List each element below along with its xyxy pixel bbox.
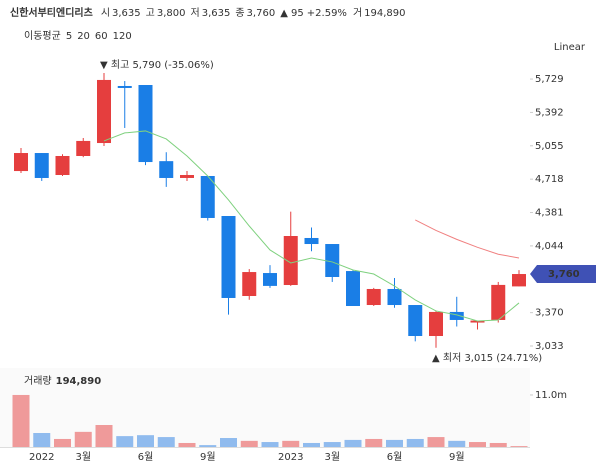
price-label: 저 xyxy=(191,7,200,19)
candle-body xyxy=(242,272,257,297)
volume-bar xyxy=(157,437,175,447)
candle-body xyxy=(200,175,215,218)
volume-bar xyxy=(489,442,507,447)
candle-body xyxy=(408,305,423,337)
volume-bar xyxy=(199,445,217,447)
volume-bar xyxy=(12,394,30,447)
price-label: 고 xyxy=(146,8,155,19)
volume-bar xyxy=(54,438,71,447)
candle-body xyxy=(470,320,485,323)
y-tick-label: 4,044 xyxy=(535,241,564,252)
volume-bar xyxy=(448,440,466,447)
y-tick-label: 5,392 xyxy=(535,107,564,118)
change: ▲ 95 xyxy=(280,8,304,19)
candle-body xyxy=(97,79,111,144)
x-tick-label: 3월 xyxy=(75,451,91,463)
candle-body xyxy=(159,161,174,178)
candle-body xyxy=(304,237,319,245)
x-tick-label: 2023 xyxy=(278,452,303,463)
volume-bar xyxy=(344,439,362,447)
x-tick-label: 6월 xyxy=(138,451,154,463)
annotation: ▼ 최고 5,790 (-35.06%) xyxy=(100,59,214,71)
volume-bar xyxy=(261,442,279,447)
scale-mode[interactable]: Linear xyxy=(554,42,586,53)
candle-body xyxy=(221,216,236,298)
candle-body xyxy=(180,175,194,178)
candle-body xyxy=(14,153,28,172)
price-value: 3,800 xyxy=(157,8,186,19)
x-tick-label: 3월 xyxy=(324,451,340,463)
y-tick-label: 11.0m xyxy=(535,390,567,401)
candle-body xyxy=(512,274,526,287)
volume-bar xyxy=(74,431,92,447)
volume-bar xyxy=(282,440,300,447)
ma-legend-item: 5 xyxy=(66,31,72,42)
x-tick-label: 6월 xyxy=(387,451,403,463)
ma-legend-title: 이동평균 xyxy=(24,30,61,42)
volume-bar xyxy=(510,446,528,447)
volume-title: 거래량 xyxy=(24,375,52,387)
y-tick-label: 3,370 xyxy=(535,308,564,319)
volume-bar xyxy=(386,439,403,447)
candle-body xyxy=(429,311,443,337)
volume-value: 194,890 xyxy=(364,8,405,19)
candle-body xyxy=(263,273,277,286)
y-tick-label: 4,381 xyxy=(535,208,564,219)
candle-body xyxy=(55,155,70,176)
x-tick-label: 9월 xyxy=(200,451,216,463)
candle-body xyxy=(449,311,464,320)
candle-body xyxy=(387,288,402,306)
last-price-label: 3,760 xyxy=(548,269,580,280)
price-value: 3,635 xyxy=(202,8,231,19)
volume-bar xyxy=(427,437,445,447)
volume-bar xyxy=(469,442,486,447)
ma-legend-item: 60 xyxy=(95,31,108,42)
volume-bar xyxy=(178,442,196,447)
ma-line xyxy=(103,130,520,322)
y-tick-label: 4,718 xyxy=(535,174,564,185)
price-tag xyxy=(530,265,596,284)
volume-bar xyxy=(323,442,341,447)
candle-body xyxy=(138,85,153,163)
y-tick-label: 3,033 xyxy=(535,341,564,352)
stock-name: 신한서부티엔디리츠 xyxy=(10,6,93,19)
volume-bar xyxy=(33,432,51,447)
ma-legend-item: 20 xyxy=(77,31,90,42)
candle-body xyxy=(34,153,49,178)
volume-bar xyxy=(240,440,258,447)
candle-body xyxy=(491,284,506,320)
volume-bar xyxy=(220,438,237,447)
candle-body xyxy=(283,236,298,286)
volume-bar xyxy=(365,438,383,447)
y-tick-label: 5,729 xyxy=(535,74,564,85)
annotation: ▲ 최저 3,015 (24.71%) xyxy=(432,352,542,364)
volume-bar xyxy=(137,435,154,447)
price-value: 3,635 xyxy=(112,8,141,19)
x-tick-label: 9월 xyxy=(449,451,465,463)
volume-label: 거 xyxy=(353,7,362,19)
y-tick-label: 5,055 xyxy=(535,141,564,152)
candle-body xyxy=(117,85,132,88)
candle-body xyxy=(76,140,91,156)
volume-last: 194,890 xyxy=(56,376,102,387)
price-label: 종 xyxy=(235,7,244,19)
volume-bar xyxy=(116,436,134,447)
ma-line xyxy=(415,219,520,259)
ma-legend-item: 120 xyxy=(113,31,132,42)
volume-bar xyxy=(95,425,113,447)
candle-body xyxy=(325,244,340,277)
price-value: 3,760 xyxy=(247,8,276,19)
candle-body xyxy=(366,288,381,306)
x-tick-label: 2022 xyxy=(29,452,54,463)
change-pct: +2.59% xyxy=(307,8,347,19)
candle-body xyxy=(346,271,360,307)
price-label: 시 xyxy=(101,7,110,19)
volume-bar xyxy=(303,442,320,447)
volume-bar xyxy=(406,438,424,447)
